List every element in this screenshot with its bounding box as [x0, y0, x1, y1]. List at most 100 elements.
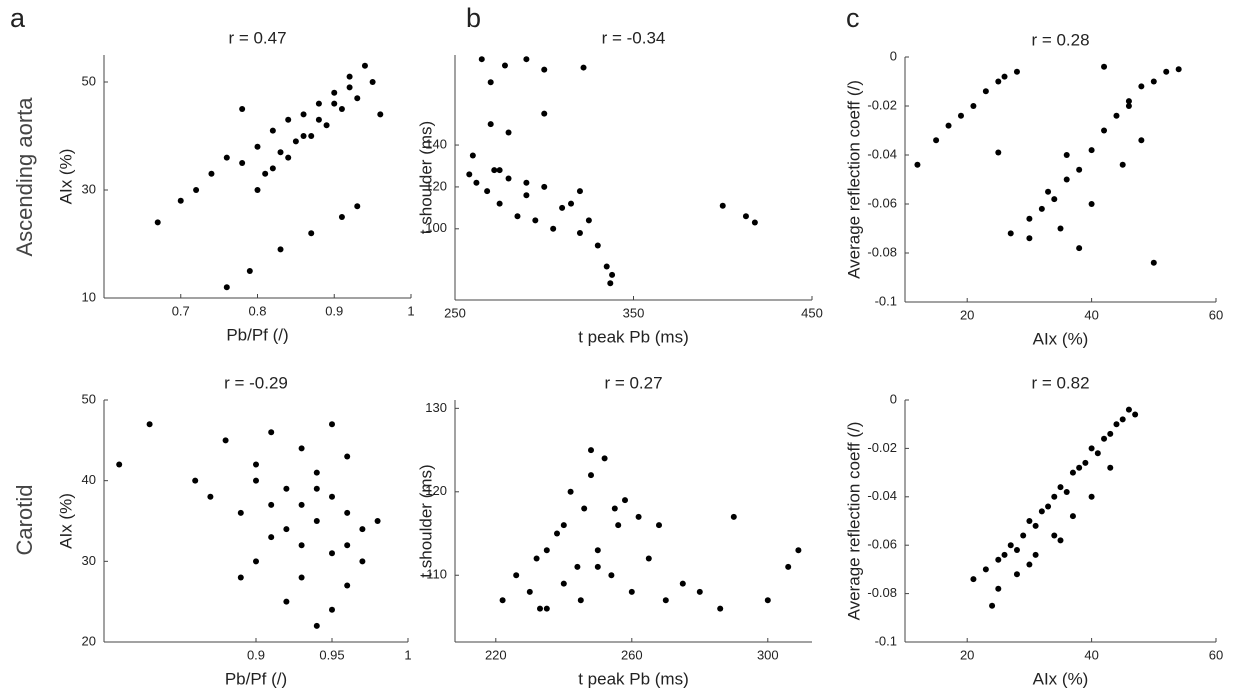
- x-tick-label: 260: [621, 647, 643, 662]
- point: [662, 597, 669, 604]
- point: [577, 597, 584, 604]
- point: [313, 469, 320, 476]
- row-label: Carotid: [12, 485, 37, 556]
- chart-title: r = 0.82: [1031, 373, 1089, 392]
- point: [323, 122, 330, 129]
- point: [601, 455, 608, 462]
- point: [532, 217, 539, 224]
- point: [116, 461, 123, 468]
- point: [331, 89, 338, 96]
- point: [1026, 518, 1033, 524]
- point: [585, 217, 592, 224]
- point: [1088, 147, 1095, 154]
- point: [338, 106, 345, 112]
- chart-title: r = -0.29: [224, 373, 288, 392]
- point: [1051, 493, 1058, 500]
- point: [254, 187, 261, 193]
- y-tick-label: -0.08: [867, 585, 897, 600]
- scatter-panel: 220 260 300 110 120 130 r = 0.27 t peak Pb (ms)…: [416, 373, 812, 688]
- point: [484, 188, 491, 195]
- point: [1063, 152, 1070, 158]
- point: [656, 522, 662, 529]
- point: [523, 56, 530, 63]
- point: [253, 461, 259, 468]
- point: [496, 167, 503, 174]
- point: [541, 66, 548, 73]
- point: [269, 165, 276, 172]
- point: [1107, 464, 1114, 471]
- point: [1082, 459, 1089, 466]
- point: [1107, 430, 1114, 437]
- point: [970, 103, 977, 109]
- point: [696, 588, 703, 595]
- x-tick-label: 0.95: [319, 647, 344, 662]
- point: [514, 213, 521, 220]
- x-tick-label: 20: [960, 307, 974, 322]
- y-tick-label: 140: [425, 136, 447, 151]
- y-tick-label: -0.02: [867, 97, 897, 112]
- point: [628, 588, 635, 595]
- point: [329, 421, 335, 428]
- point: [313, 622, 320, 629]
- point: [359, 526, 366, 533]
- point: [588, 472, 594, 479]
- point: [1013, 68, 1020, 75]
- point: [1026, 561, 1033, 568]
- point: [269, 127, 276, 134]
- point: [154, 219, 161, 226]
- point: [611, 505, 618, 512]
- point: [679, 580, 686, 587]
- y-axis-label: Average reflection coeff (/): [844, 422, 863, 621]
- point: [285, 116, 292, 123]
- x-tick-label: 60: [1209, 647, 1223, 662]
- point: [1101, 127, 1108, 134]
- point: [785, 563, 792, 570]
- point: [1094, 450, 1101, 457]
- point: [594, 547, 601, 554]
- y-tick-label: -0.06: [867, 195, 897, 210]
- point: [1051, 196, 1058, 203]
- point: [478, 56, 485, 63]
- point: [1150, 78, 1157, 85]
- x-tick-label: 220: [485, 647, 507, 662]
- point: [543, 605, 550, 612]
- point: [933, 137, 940, 144]
- point: [615, 522, 622, 529]
- point: [1038, 205, 1045, 212]
- x-axis-label: AIx (%): [1033, 329, 1089, 348]
- scatter-panel: 20 40 60 -0.1 -0.08 -0.06 -0.04 -0.02 0 r = 0.28 A…: [844, 30, 1223, 348]
- point: [574, 563, 581, 570]
- point: [222, 437, 229, 444]
- point: [588, 447, 594, 454]
- point: [995, 78, 1002, 85]
- y-axis-label: AIx (%): [56, 493, 75, 549]
- point: [957, 112, 964, 119]
- point: [1138, 83, 1145, 90]
- point: [1069, 469, 1076, 476]
- x-tick-label: 0.9: [247, 647, 265, 662]
- point: [237, 574, 244, 581]
- y-tick-label: 50: [82, 391, 96, 406]
- point: [315, 116, 322, 123]
- x-axis-label: Pb/Pf (/): [225, 669, 287, 688]
- point: [995, 149, 1002, 156]
- point: [277, 246, 284, 253]
- y-tick-label: 0: [890, 391, 897, 406]
- point: [298, 501, 305, 508]
- point: [354, 203, 361, 210]
- point: [1088, 493, 1095, 500]
- x-tick-label: 0.9: [325, 303, 343, 318]
- point: [146, 421, 153, 428]
- point: [346, 84, 353, 91]
- point: [354, 95, 361, 102]
- point: [277, 149, 284, 156]
- panel-label: a: [10, 3, 26, 33]
- point: [308, 133, 315, 139]
- scatter-panel: 0.7 0.8 0.9 1 10 30 50 r = 0.47 Pb/Pf (/) AIx (%): [56, 28, 414, 344]
- point: [742, 213, 749, 220]
- x-tick-label: 1: [404, 647, 411, 662]
- scatter-panel: 250 350 450 100 120 140 r = -0.34 t peak Pb (ms…: [416, 28, 822, 346]
- point: [554, 530, 560, 537]
- x-tick-label: 40: [1084, 307, 1098, 322]
- point: [505, 175, 512, 182]
